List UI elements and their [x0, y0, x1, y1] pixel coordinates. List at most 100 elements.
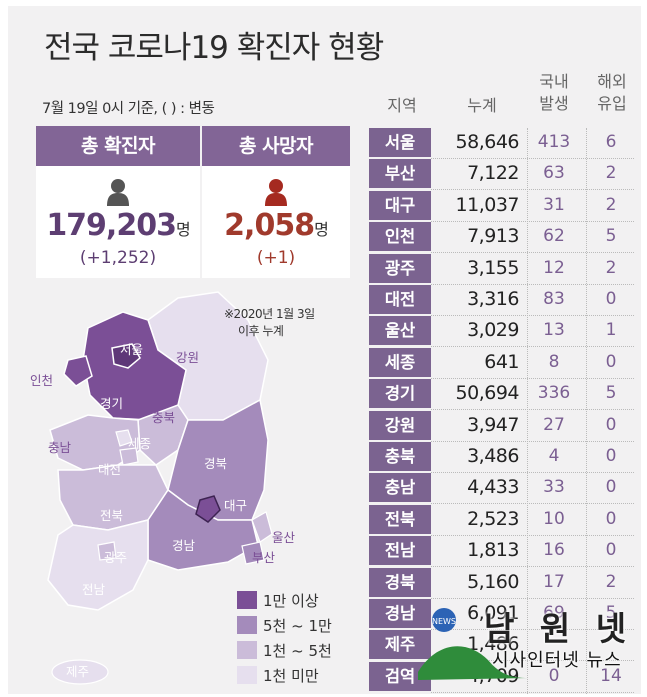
column-divider — [586, 128, 587, 694]
header-overseas: 해외 유입 — [597, 72, 627, 113]
overseas-cell: 0 — [605, 414, 617, 435]
domestic-cell: 62 — [543, 226, 565, 247]
legend-swatch — [237, 641, 257, 659]
map-label-busan: 부산 — [252, 550, 276, 565]
map-label-chungbuk: 충북 — [152, 410, 175, 425]
map-label-incheon: 인천 — [30, 373, 53, 388]
header-domestic: 국내 발생 — [539, 72, 569, 113]
row-divider — [431, 440, 634, 442]
domestic-cell: 27 — [543, 414, 565, 435]
row-divider — [431, 534, 634, 536]
row-divider — [431, 597, 634, 599]
cumulative-note-line1: ※2020년 1월 3일 — [224, 307, 315, 321]
table-header: 지역 누계 국내 발생 해외 유입 — [362, 67, 642, 123]
row-divider — [431, 472, 634, 473]
row-divider — [431, 220, 634, 222]
region-incheon — [63, 355, 93, 387]
table-row: 서울 58,646 413 6 — [369, 128, 634, 159]
domestic-cell: 63 — [543, 163, 565, 184]
map-label-jeonnam: 전남 — [82, 582, 106, 597]
total-cell: 4,433 — [467, 476, 519, 499]
table-row: 경남 6,091 69 5 — [369, 599, 634, 630]
confirmed-panel: 총 확진자 179,203명 (+1,252) — [36, 126, 200, 278]
overseas-cell: 2 — [605, 257, 617, 278]
total-cell: 3,486 — [467, 445, 519, 467]
domestic-cell: 336 — [537, 383, 571, 404]
total-cell: 11,037 — [455, 193, 520, 216]
domestic-cell: 69 — [543, 603, 565, 623]
row-divider — [431, 660, 634, 662]
map-label-seoul: 서울 — [120, 342, 143, 357]
region-cell: 제주 — [369, 630, 431, 660]
table-row: 세종 641 8 0 — [369, 347, 634, 379]
domestic-cell: 17 — [543, 571, 565, 592]
deaths-unit: 명 — [314, 220, 329, 239]
column-divider — [527, 128, 528, 694]
region-cell: 광주 — [369, 253, 431, 283]
news-logo: NEWS — [418, 608, 528, 680]
legend-item-5k-10k: 5천 ~ 1만 — [237, 615, 332, 637]
total-cell: 3,316 — [467, 288, 519, 310]
table-row: 강원 3,947 27 0 — [369, 410, 634, 442]
table-row: 충북 3,486 4 0 — [369, 442, 634, 473]
table-row: 전북 2,523 10 0 — [369, 504, 634, 536]
region-cell: 대전 — [369, 285, 431, 314]
overseas-cell: 1 — [605, 320, 617, 341]
region-sejong — [115, 429, 133, 447]
header-region: 지역 — [387, 96, 417, 115]
region-busan — [241, 541, 265, 565]
overseas-cell: 5 — [605, 383, 617, 404]
map-label-gangwon: 강원 — [176, 350, 199, 365]
deaths-count: 2,058명 — [224, 208, 329, 243]
region-cell: 전북 — [369, 504, 431, 534]
domestic-cell: 16 — [543, 540, 565, 561]
deaths-change: (+1) — [256, 248, 296, 268]
overseas-cell: 14 — [600, 665, 622, 686]
table-row: 울산 3,029 13 1 — [369, 316, 634, 348]
person-icon — [107, 179, 129, 206]
map-label-daegu: 대구 — [224, 498, 247, 513]
overseas-cell: 6 — [605, 132, 617, 152]
row-divider — [431, 283, 634, 285]
table-row: 충남 4,433 33 0 — [369, 473, 634, 505]
watermark-name: 남 원 넷 — [484, 609, 634, 648]
domestic-cell: 83 — [543, 289, 565, 309]
legend-swatch — [237, 591, 257, 609]
map-label-sejong: 세종 — [128, 436, 151, 451]
domestic-cell: 12 — [543, 257, 565, 278]
overseas-cell: 5 — [605, 226, 617, 247]
map-label-gyeongbuk: 경북 — [204, 456, 227, 471]
map-label-chungnam: 충남 — [48, 440, 72, 455]
total-cell: 6,091 — [467, 602, 519, 624]
table-row: 부산 7,122 63 2 — [369, 159, 634, 191]
overseas-cell: 0 — [605, 351, 617, 372]
region-cell: 울산 — [369, 316, 431, 346]
table-row: 대구 11,037 31 2 — [369, 190, 634, 222]
date-note: 7월 19일 0시 기준, ( ) : 변동 — [42, 101, 215, 117]
total-cell: 1,486 — [467, 633, 519, 656]
overseas-cell: 0 — [605, 508, 617, 529]
region-seoul — [111, 343, 141, 369]
row-divider — [431, 158, 634, 159]
person-red-icon — [265, 179, 287, 206]
cumulative-note-line2: 이후 누계 — [238, 324, 284, 338]
total-cell: 2,523 — [467, 507, 519, 530]
total-cell: 58,646 — [455, 131, 520, 153]
total-cell: 7,122 — [467, 162, 519, 185]
row-divider — [431, 691, 634, 693]
map-label-gyeonggi: 경기 — [100, 396, 123, 411]
domestic-cell: 0 — [548, 665, 560, 686]
region-cell: 인천 — [369, 222, 431, 252]
total-cell: 641 — [484, 350, 519, 373]
row-divider — [431, 346, 634, 348]
region-cell: 서울 — [369, 128, 431, 157]
row-divider — [431, 377, 634, 379]
domestic-cell: 31 — [543, 194, 565, 215]
confirmed-change: (+1,252) — [79, 248, 157, 268]
table-row: 제주 1,486 — [369, 630, 634, 662]
region-cell: 세종 — [369, 347, 431, 377]
header-total: 누계 — [467, 96, 497, 115]
map-label-gwangju: 광주 — [104, 550, 127, 565]
total-cell: 3,029 — [467, 319, 519, 342]
overseas-cell: 0 — [605, 446, 617, 466]
